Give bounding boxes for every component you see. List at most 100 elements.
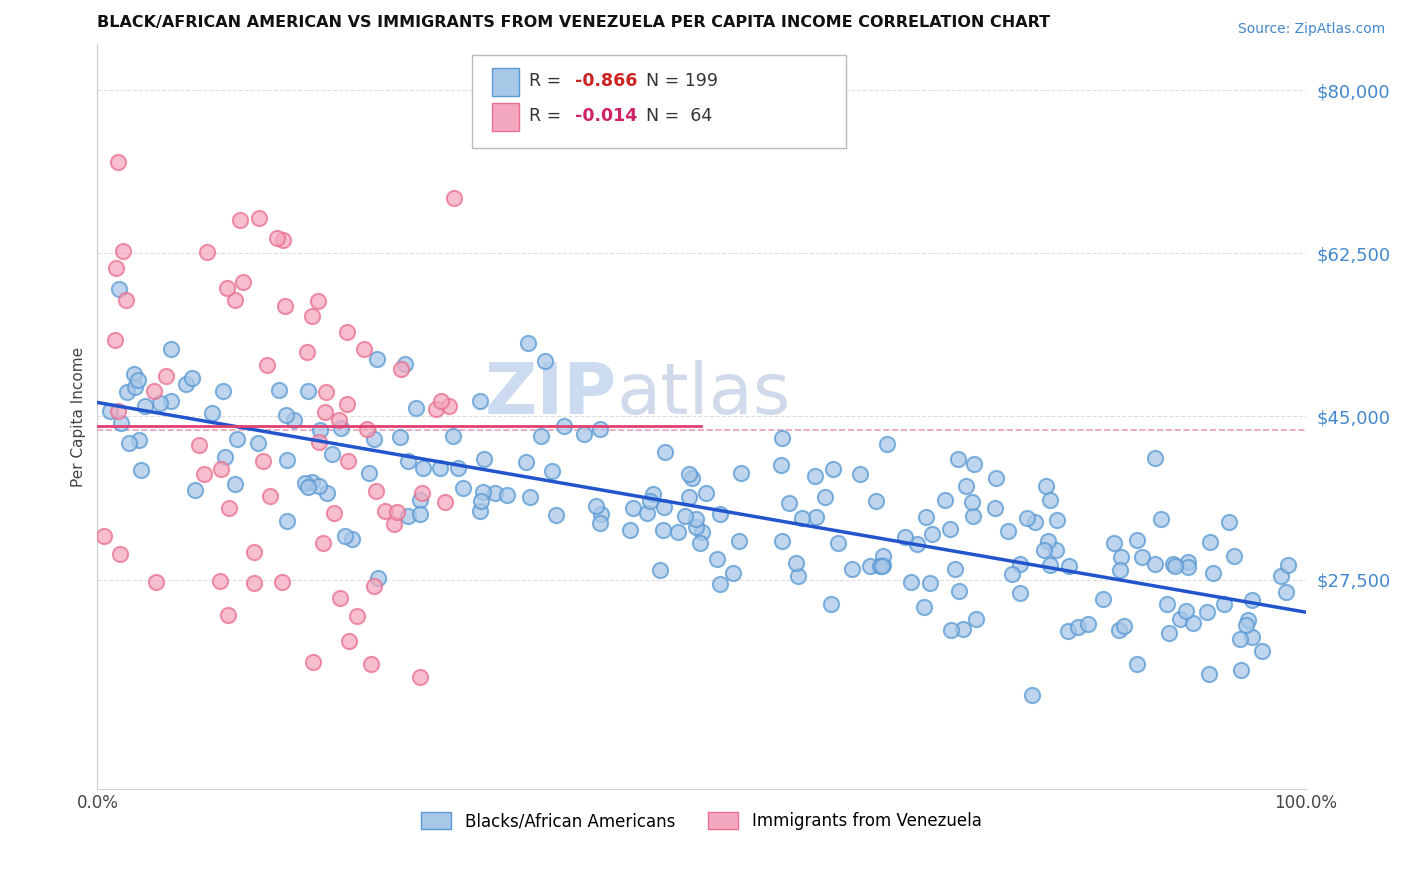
Point [870, 558, 893, 573]
Point [721, 566, 744, 581]
Point [1104, 535, 1126, 549]
Point [195, 245, 218, 260]
Point [364, 484, 387, 499]
Point [517, 336, 540, 351]
Point [636, 507, 658, 521]
Point [589, 421, 612, 435]
Point [214, 450, 236, 465]
Point [468, 504, 491, 518]
Point [914, 509, 936, 524]
Point [648, 563, 671, 577]
Point [134, 399, 156, 413]
Point [468, 393, 491, 408]
Point [247, 436, 270, 450]
Point [93, 529, 115, 543]
Point [530, 429, 553, 443]
Point [921, 526, 943, 541]
Point [409, 507, 432, 521]
Point [472, 485, 495, 500]
Point [1046, 513, 1069, 527]
Point [1057, 624, 1080, 638]
Point [187, 438, 209, 452]
Point [396, 454, 419, 468]
Point [180, 371, 202, 385]
Point [247, 211, 270, 225]
Point [145, 574, 167, 589]
Point [652, 523, 675, 537]
Point [274, 408, 297, 422]
Point [1039, 558, 1062, 572]
Point [425, 402, 447, 417]
Point [107, 404, 129, 418]
Point [1277, 558, 1299, 572]
Point [643, 487, 665, 501]
Point [1038, 534, 1060, 549]
Point [336, 325, 359, 339]
Point [1150, 512, 1173, 526]
Point [337, 453, 360, 467]
Point [585, 500, 607, 514]
Point [962, 508, 984, 523]
Point [955, 479, 977, 493]
Point [894, 530, 917, 544]
Point [519, 490, 541, 504]
FancyBboxPatch shape [472, 54, 846, 148]
Point [243, 545, 266, 559]
Point [149, 395, 172, 409]
Point [160, 342, 183, 356]
Point [787, 569, 810, 583]
Point [1143, 557, 1166, 571]
Point [224, 477, 246, 491]
Point [572, 426, 595, 441]
Point [1199, 534, 1222, 549]
Point [112, 244, 135, 259]
Point [652, 500, 675, 514]
Point [1195, 605, 1218, 619]
Text: -0.866: -0.866 [575, 72, 637, 90]
Point [709, 507, 731, 521]
Point [941, 624, 963, 638]
Point [118, 436, 141, 450]
Point [1250, 643, 1272, 657]
Point [114, 293, 136, 307]
Point [411, 486, 433, 500]
Point [621, 501, 644, 516]
FancyBboxPatch shape [492, 103, 519, 131]
Point [654, 445, 676, 459]
Point [943, 562, 966, 576]
Point [918, 576, 941, 591]
Point [803, 469, 825, 483]
Point [107, 155, 129, 169]
FancyBboxPatch shape [492, 68, 519, 95]
Point [872, 549, 894, 564]
Text: R =: R = [529, 107, 567, 125]
Point [366, 352, 388, 367]
Point [1108, 563, 1130, 577]
Point [1077, 616, 1099, 631]
Point [876, 437, 898, 451]
Point [470, 494, 492, 508]
Point [297, 384, 319, 398]
Point [274, 299, 297, 313]
Text: BLACK/AFRICAN AMERICAN VS IMMIGRANTS FROM VENEZUELA PER CAPITA INCOME CORRELATIO: BLACK/AFRICAN AMERICAN VS IMMIGRANTS FRO… [97, 15, 1050, 30]
Point [225, 432, 247, 446]
Point [1234, 617, 1257, 632]
Point [363, 579, 385, 593]
Point [695, 486, 717, 500]
Point [948, 452, 970, 467]
Point [591, 507, 613, 521]
Point [110, 416, 132, 430]
Point [681, 471, 703, 485]
Point [434, 495, 457, 509]
Point [242, 575, 264, 590]
Point [706, 552, 728, 566]
Point [396, 508, 419, 523]
Point [678, 490, 700, 504]
Point [382, 517, 405, 532]
Point [515, 455, 537, 469]
Point [333, 529, 356, 543]
Point [389, 362, 412, 376]
Point [122, 367, 145, 381]
Point [323, 506, 346, 520]
Point [200, 406, 222, 420]
